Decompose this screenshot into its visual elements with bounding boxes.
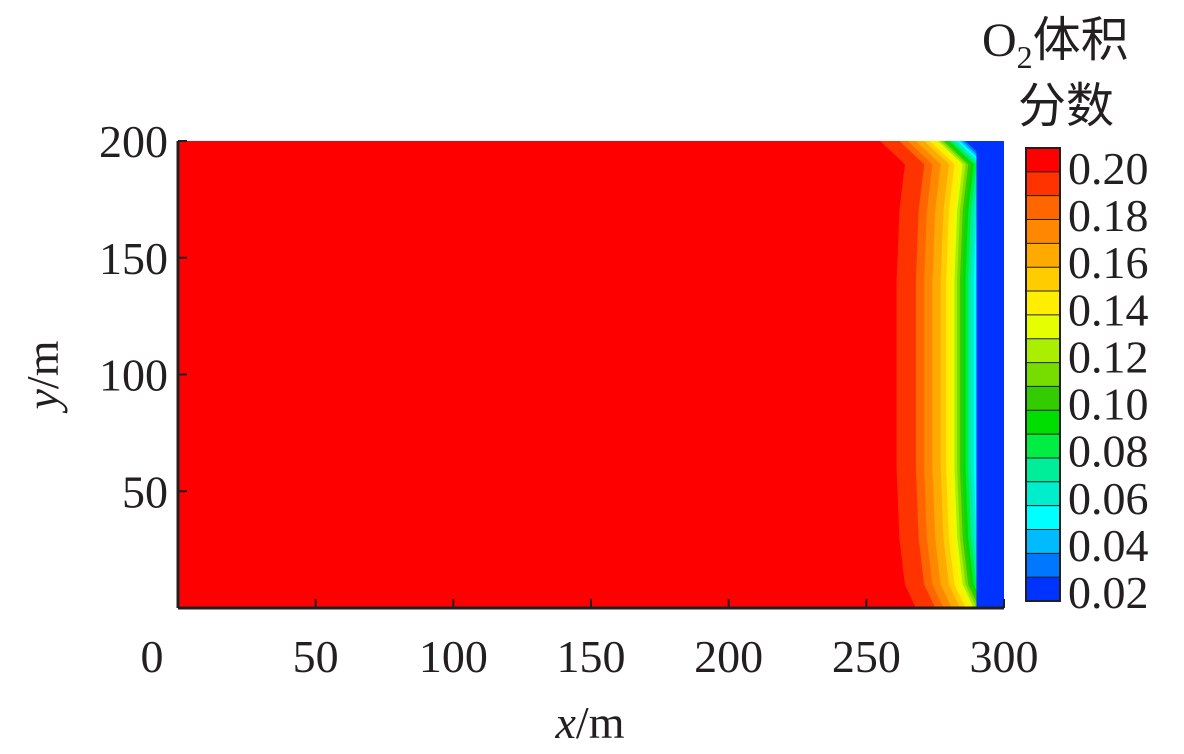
y-tick-label: 100 <box>99 350 168 401</box>
colorbar-segment <box>1026 481 1060 507</box>
colorbar-segment <box>1026 529 1060 554</box>
colorbar-segment <box>1026 553 1060 578</box>
colorbar-segment <box>1026 577 1060 602</box>
y-ticks: 50 100 150 200 <box>99 116 187 517</box>
colorbar-segment <box>1026 457 1060 483</box>
colorbar-label: 0.20 <box>1068 143 1149 194</box>
colorbar-label: 0.02 <box>1068 567 1149 618</box>
colorbar-title-line1: O2体积 <box>982 14 1129 75</box>
colorbar-label: 0.14 <box>1068 284 1149 335</box>
x-tick-label: 300 <box>970 631 1039 682</box>
colorbar-title-line2: 分数 <box>1018 80 1114 133</box>
colorbar-segment <box>1026 219 1060 244</box>
y-tick-label: 150 <box>99 233 168 284</box>
y-tick-label: 200 <box>99 116 168 167</box>
colorbar-label: 0.04 <box>1068 520 1149 571</box>
y-tick-label: 50 <box>122 466 168 517</box>
colorbar-segment <box>1026 195 1060 221</box>
colorbar-segment <box>1026 505 1060 530</box>
colorbar-label: 0.06 <box>1068 473 1149 524</box>
colorbar-segment <box>1026 338 1060 364</box>
colorbar-label: 0.12 <box>1068 331 1149 382</box>
colorbar-segment <box>1026 434 1060 459</box>
x-tick-label: 200 <box>694 631 763 682</box>
colorbar-segment <box>1026 148 1060 173</box>
colorbar-segment <box>1026 171 1060 197</box>
colorbar-label: 0.18 <box>1068 190 1149 241</box>
colorbar-segment <box>1026 267 1060 292</box>
low-o2-region <box>976 141 1004 608</box>
colorbar-label: 0.08 <box>1068 426 1149 477</box>
colorbar-label: 0.10 <box>1068 379 1149 430</box>
colorbar-label: 0.16 <box>1068 237 1149 288</box>
contour-field <box>178 141 1004 608</box>
x-tick-label: 100 <box>419 631 488 682</box>
x-tick-label: 0 <box>141 631 164 682</box>
colorbar-segment <box>1026 386 1060 411</box>
colorbar-labels: 0.200.180.160.140.120.100.080.060.040.02 <box>1068 143 1149 618</box>
x-tick-label: 50 <box>293 631 339 682</box>
x-tick-label: 150 <box>557 631 626 682</box>
colorbar-segment <box>1026 362 1060 387</box>
field-background <box>178 141 1004 608</box>
colorbar-segment <box>1026 291 1060 316</box>
colorbar <box>1025 147 1061 602</box>
colorbar-segment <box>1026 410 1060 435</box>
y-axis-label: y/m <box>17 340 68 413</box>
colorbar-segment <box>1026 314 1060 340</box>
x-tick-label: 250 <box>832 631 901 682</box>
x-axis-label: x/m <box>555 697 625 748</box>
x-ticks: 0 50 100 150 200 250 300 <box>141 599 1039 682</box>
colorbar-frame <box>1025 147 1061 602</box>
colorbar-segment <box>1026 243 1060 268</box>
